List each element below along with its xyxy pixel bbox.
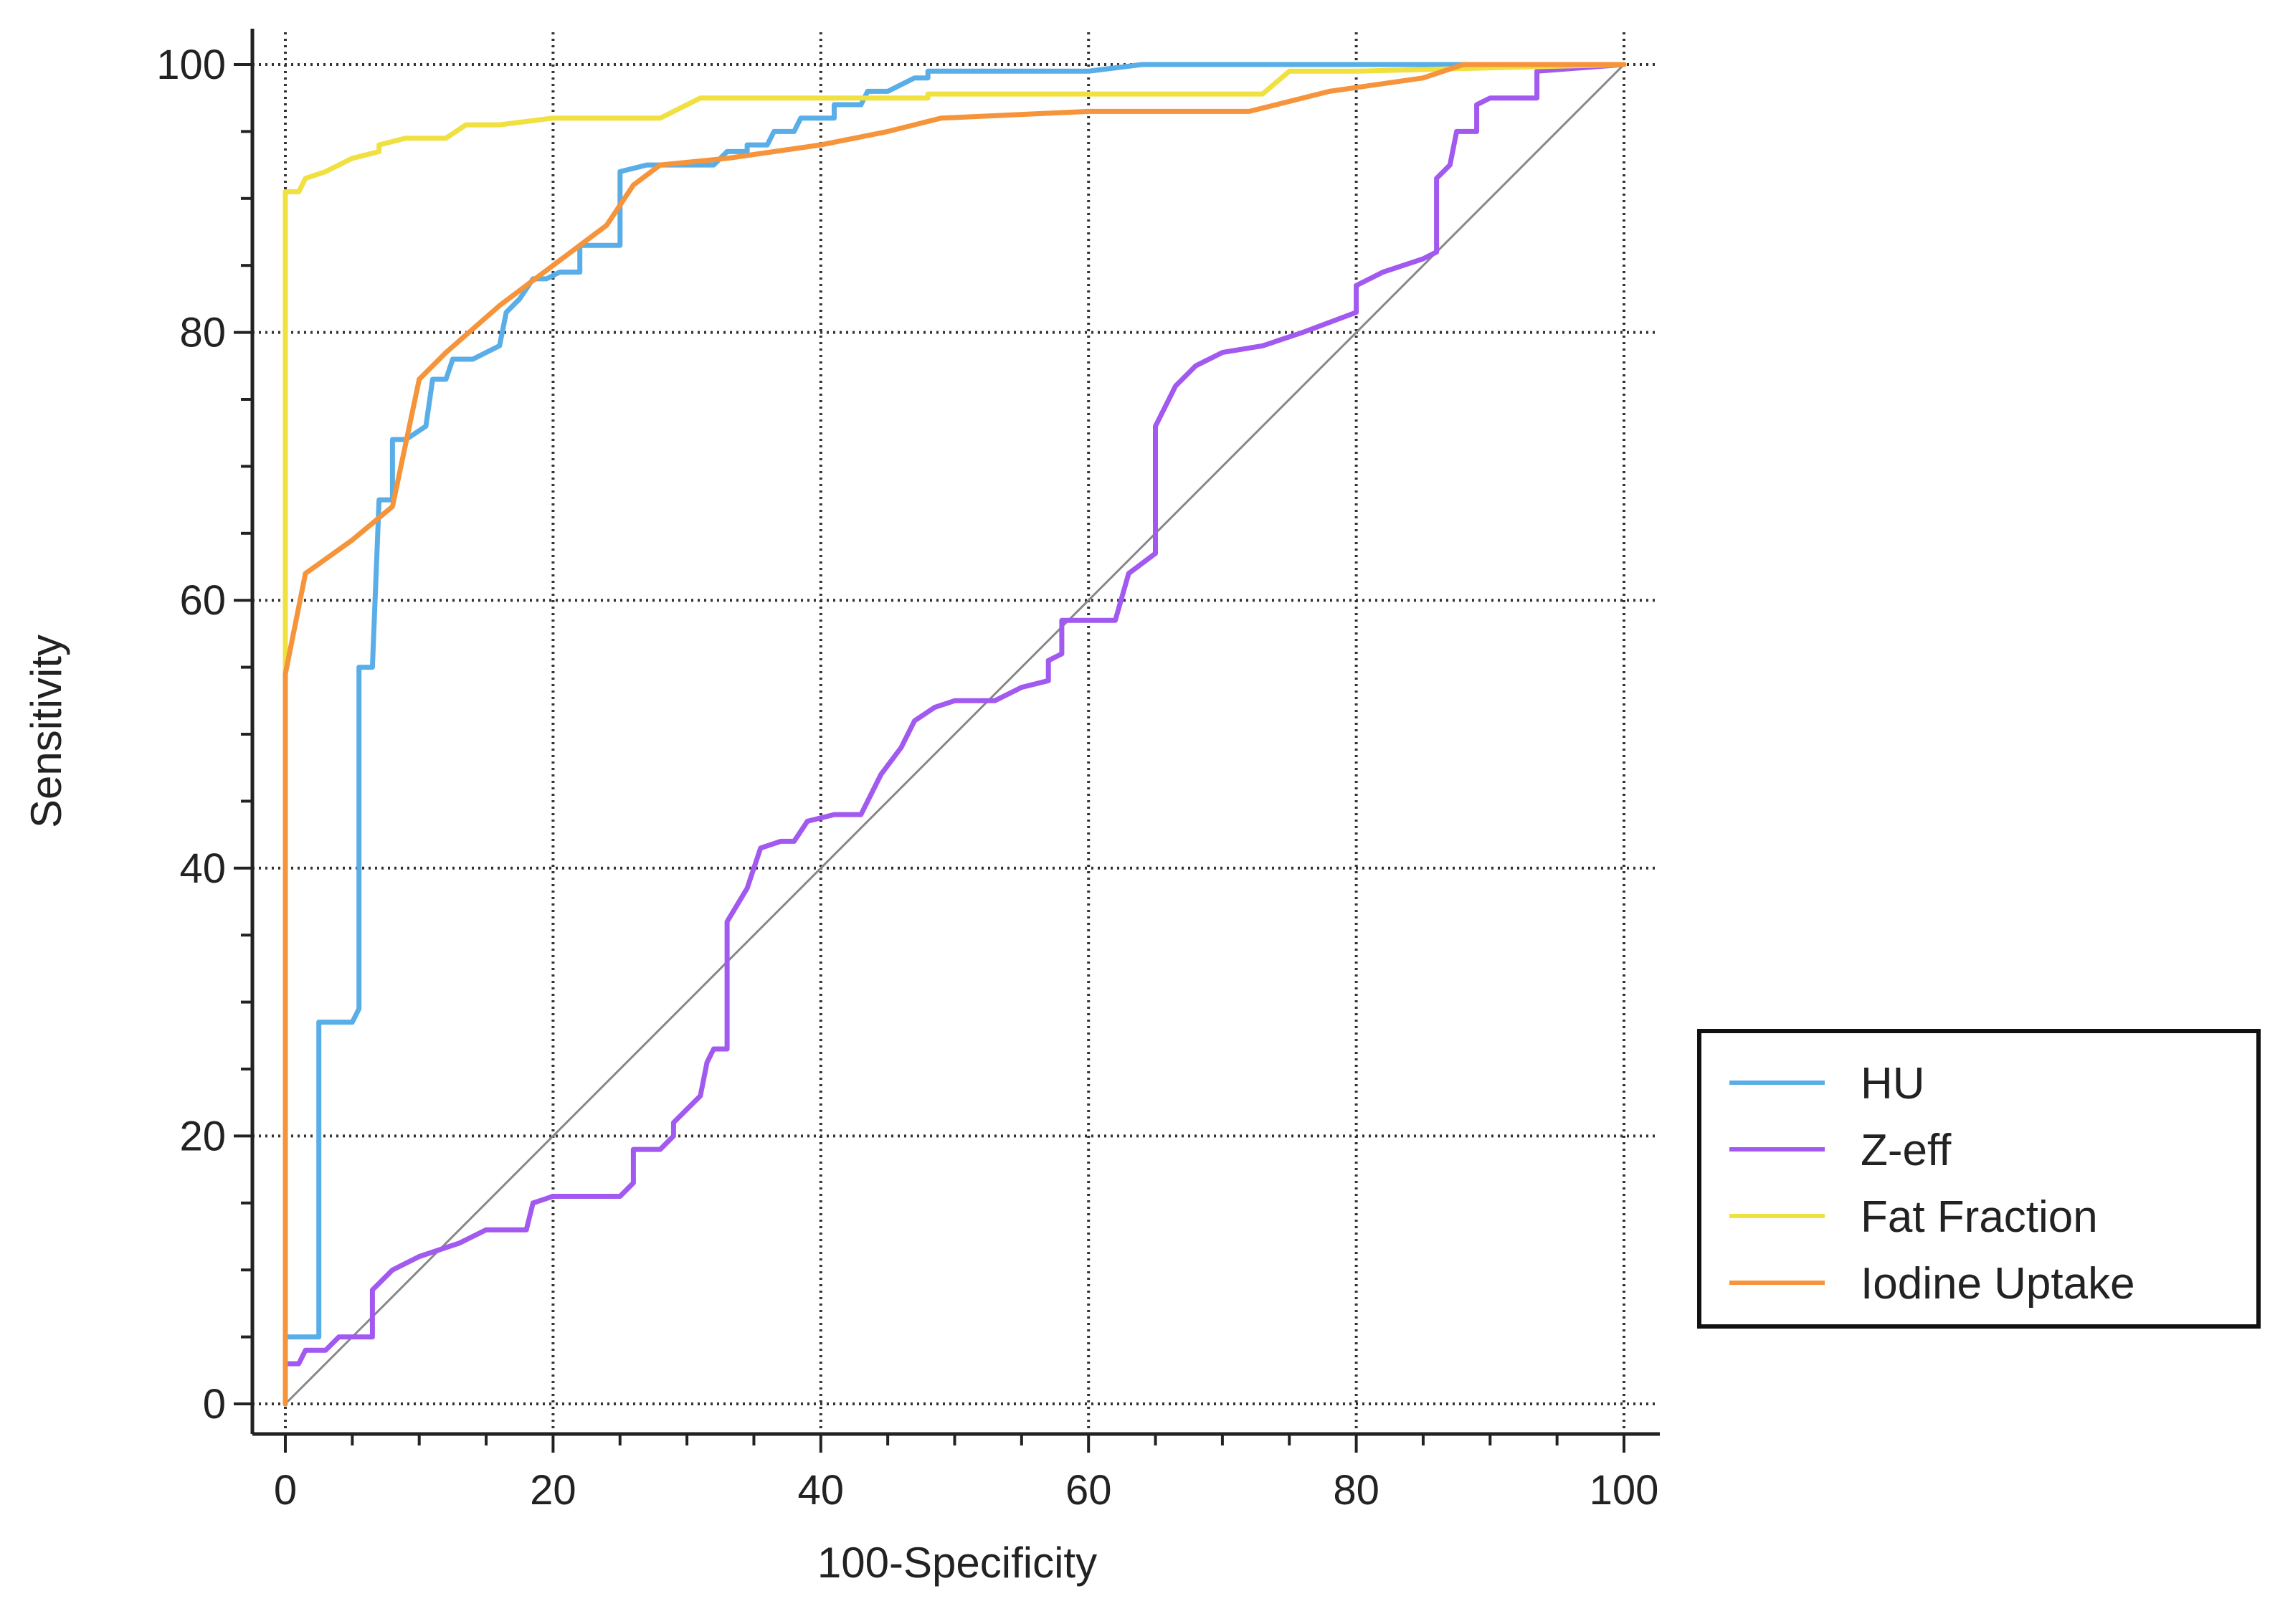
y-axis-title: Sensitivity xyxy=(22,635,70,828)
legend-label-z-eff: Z-eff xyxy=(1861,1126,1952,1175)
legend-label-iodine-uptake: Iodine Uptake xyxy=(1861,1259,2135,1309)
diagonal-reference-line xyxy=(284,63,1625,1405)
series-line-fat-fraction xyxy=(282,62,1627,1407)
y-tick-label: 40 xyxy=(179,845,226,892)
gridlines xyxy=(252,32,1656,1434)
y-tick-label: 60 xyxy=(179,577,226,624)
legend: HU Z-eff Fat Fraction Iodine Uptake xyxy=(1697,1029,2261,1329)
series-lines xyxy=(282,62,1627,1407)
x-tick-label: 80 xyxy=(1333,1467,1379,1514)
y-tick-label: 0 xyxy=(203,1381,226,1428)
x-tick-label: 60 xyxy=(1065,1467,1112,1514)
series-line-iodine-uptake xyxy=(282,62,1627,1407)
y-tick-label: 100 xyxy=(156,42,226,88)
series-line-z-eff xyxy=(282,62,1627,1407)
series-line-hu xyxy=(282,62,1627,1407)
legend-box xyxy=(1697,1029,2261,1329)
legend-label-fat-fraction: Fat Fraction xyxy=(1861,1192,2098,1242)
x-tick-label: 0 xyxy=(274,1467,297,1514)
x-tick-label: 20 xyxy=(530,1467,576,1514)
reference-line xyxy=(284,63,1625,1405)
x-tick-label: 100 xyxy=(1590,1467,1659,1514)
x-tick-label: 40 xyxy=(798,1467,845,1514)
y-tick-label: 20 xyxy=(179,1113,226,1159)
y-tick-label: 80 xyxy=(179,310,226,356)
axis-ticks: 0 20 40 60 80 100 0 20 40 60 80 100 xyxy=(156,42,1658,1514)
x-axis-title: 100-Specificity xyxy=(817,1539,1097,1587)
legend-label-hu: HU xyxy=(1861,1059,1925,1108)
